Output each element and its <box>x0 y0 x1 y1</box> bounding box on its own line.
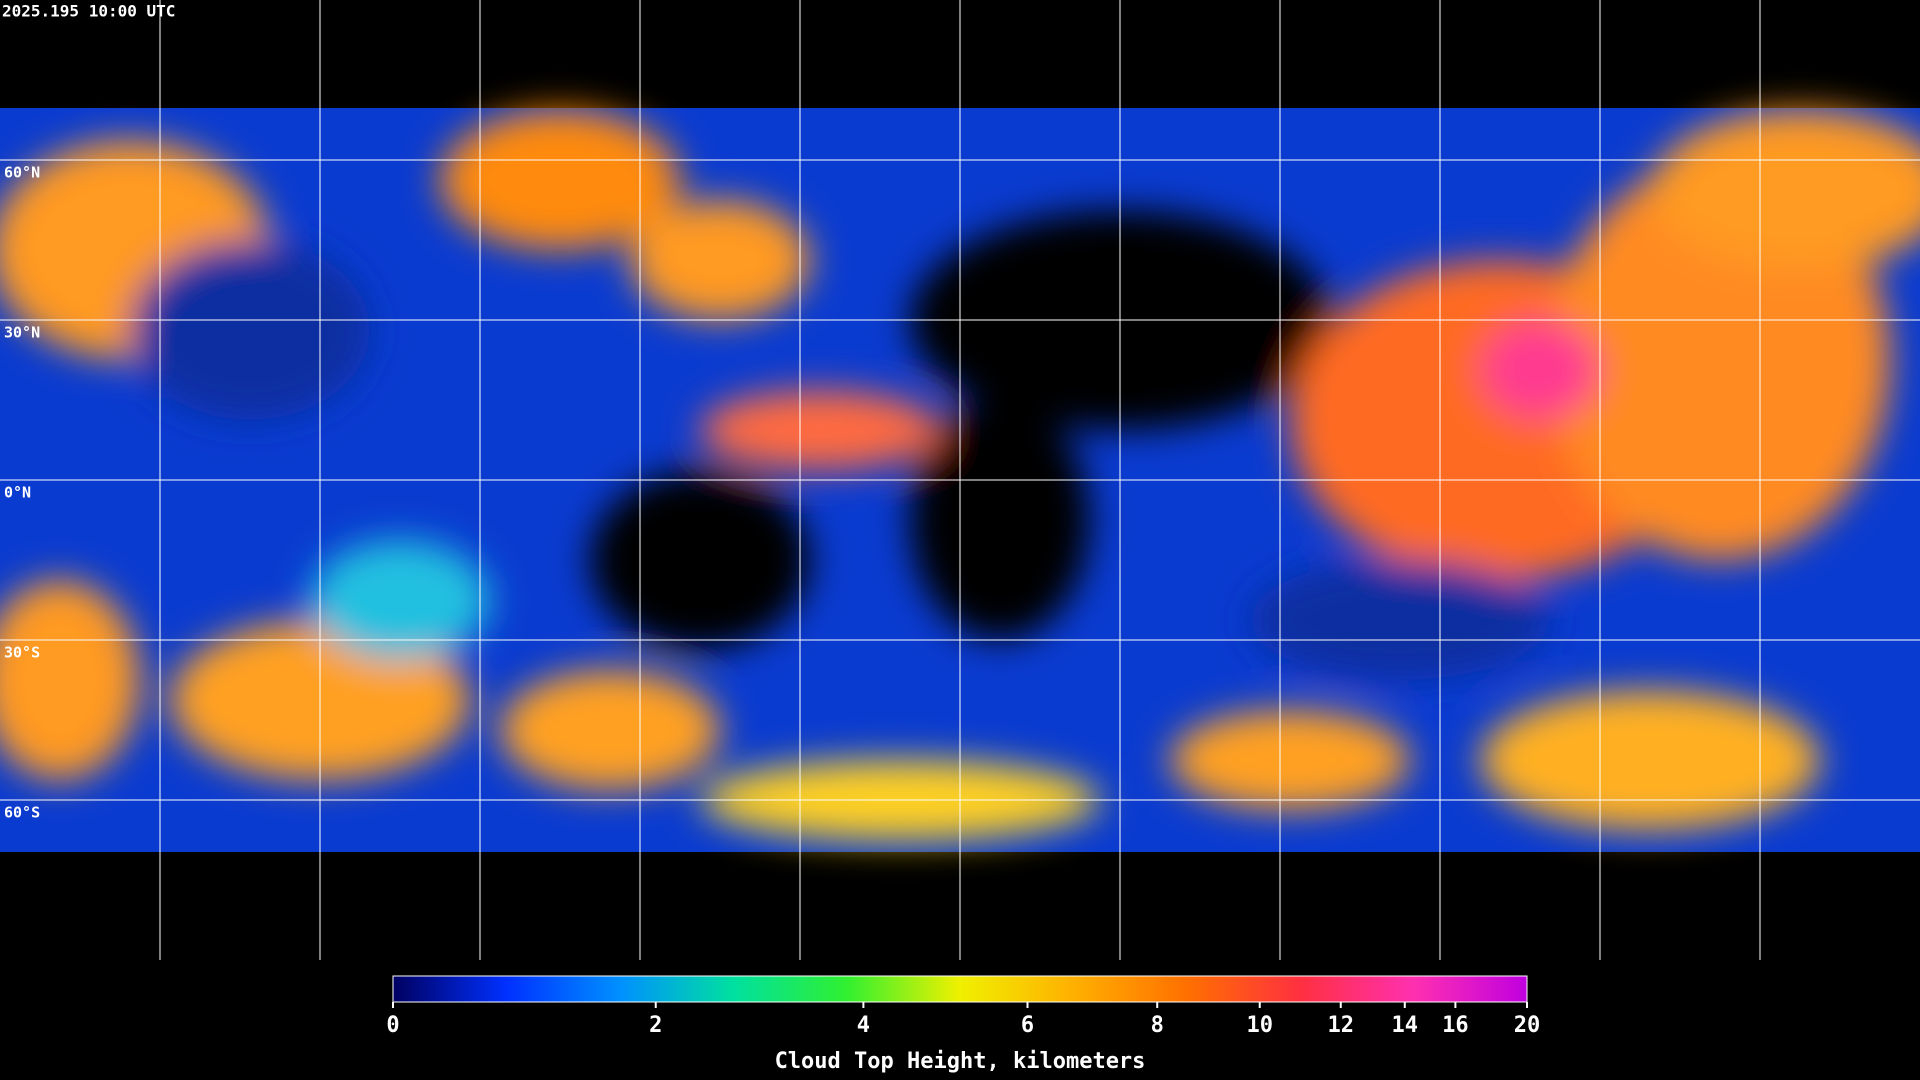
colorbar-tick-label: 6 <box>1021 1013 1034 1038</box>
graticule <box>0 0 1920 960</box>
colorbar-label: Cloud Top Height, kilometers <box>775 1049 1146 1074</box>
latitude-label: 0°N <box>4 484 31 502</box>
colorbar-tick-label: 20 <box>1514 1013 1541 1038</box>
colorbar-tick-label: 16 <box>1442 1013 1469 1038</box>
colorbar-tick-label: 14 <box>1392 1013 1419 1038</box>
colorbar-tick-label: 8 <box>1151 1013 1164 1038</box>
colorbar-tick-label: 4 <box>857 1013 870 1038</box>
colorbar <box>392 975 1528 1003</box>
colorbar-tick-label: 0 <box>386 1013 399 1038</box>
latitude-label: 60°N <box>4 164 40 182</box>
colorbar-tick-label: 10 <box>1246 1013 1273 1038</box>
latitude-label: 30°S <box>4 644 40 662</box>
latitude-label: 60°S <box>4 804 40 822</box>
colorbar-tick-label: 12 <box>1328 1013 1355 1038</box>
timestamp: 2025.195 10:00 UTC <box>2 2 175 21</box>
colorbar-tick-label: 2 <box>649 1013 662 1038</box>
latitude-label: 30°N <box>4 324 40 342</box>
